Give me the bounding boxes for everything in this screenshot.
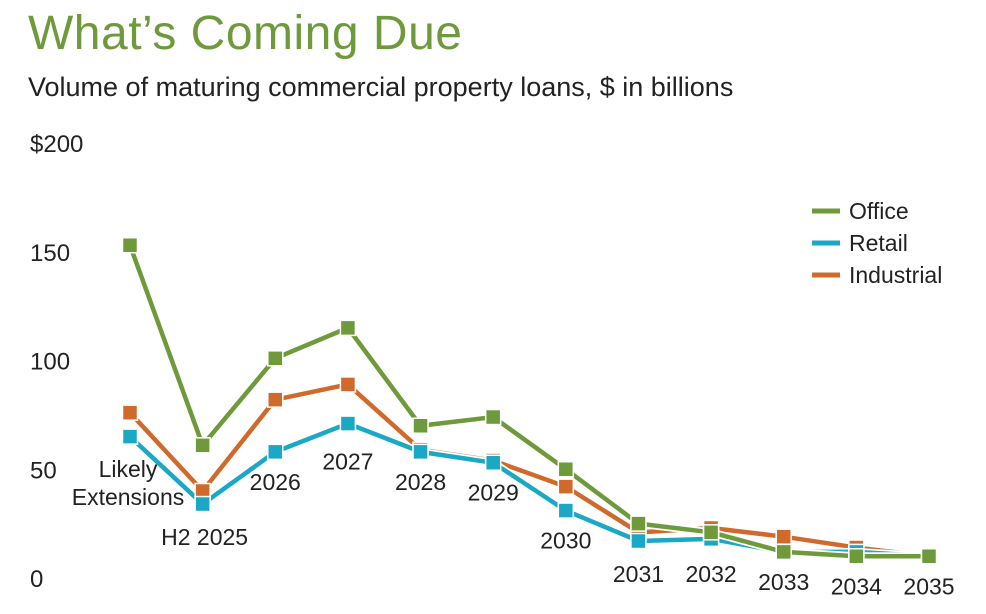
x-tick-label: Extensions: [72, 484, 185, 510]
marker-retail: [267, 443, 284, 461]
y-tick-label: 50: [30, 457, 57, 484]
marker-office: [848, 548, 865, 565]
x-tick-label: 2029: [468, 480, 519, 506]
legend-label-industrial: Industrial: [849, 262, 942, 288]
series-line-halo: [126, 243, 929, 561]
x-tick-label: 2035: [903, 573, 954, 599]
marker-office: [121, 236, 139, 254]
x-tick-label: H2 2025: [161, 524, 248, 550]
x-tick-label: 2034: [831, 573, 882, 599]
x-tick-label: Likely: [99, 456, 158, 482]
marker-office: [194, 437, 211, 454]
legend-label-retail: Retail: [849, 230, 908, 256]
marker-office: [339, 319, 357, 337]
x-tick-label: 2033: [758, 569, 809, 595]
y-tick-label: 0: [30, 566, 43, 593]
marker-office: [412, 417, 429, 434]
marker-retail: [630, 532, 647, 550]
x-tick-label: 2032: [686, 561, 737, 587]
series-markers: [121, 236, 938, 565]
y-tick-label: 150: [30, 240, 70, 267]
chart-title: What’s Coming Due: [28, 7, 463, 60]
y-tick-label: $200: [30, 131, 83, 158]
x-tick-label: 2030: [540, 528, 591, 554]
marker-retail: [339, 415, 357, 432]
series-line-industrial: [128, 382, 930, 559]
marker-office: [920, 548, 938, 565]
marker-office: [267, 350, 284, 367]
x-tick-label: 2027: [322, 449, 373, 475]
marker-retail: [121, 428, 139, 445]
series-lines: [126, 243, 930, 561]
x-tick-label: 2026: [250, 469, 301, 495]
marker-industrial: [775, 528, 792, 545]
marker-office: [630, 515, 647, 532]
series-line-office: [127, 244, 929, 559]
marker-office: [557, 461, 575, 478]
marker-industrial: [267, 391, 284, 408]
marker-retail: [484, 454, 502, 471]
marker-office: [702, 524, 720, 541]
y-axis-labels: $200 150 100 50 0: [30, 131, 83, 593]
marker-retail: [412, 443, 429, 461]
legend-label-office: Office: [849, 198, 909, 224]
y-tick-label: 100: [30, 349, 70, 376]
marker-office: [484, 408, 502, 426]
legend: Office Retail Industrial: [812, 198, 942, 288]
marker-retail: [194, 495, 211, 513]
marker-industrial: [121, 404, 139, 421]
chart-subtitle: Volume of maturing commercial property l…: [28, 72, 734, 102]
marker-industrial: [557, 478, 575, 495]
marker-office: [775, 543, 792, 561]
x-tick-label: 2028: [395, 469, 446, 495]
marker-industrial: [339, 376, 357, 393]
marker-retail: [557, 502, 575, 519]
x-tick-label: 2031: [613, 561, 664, 587]
